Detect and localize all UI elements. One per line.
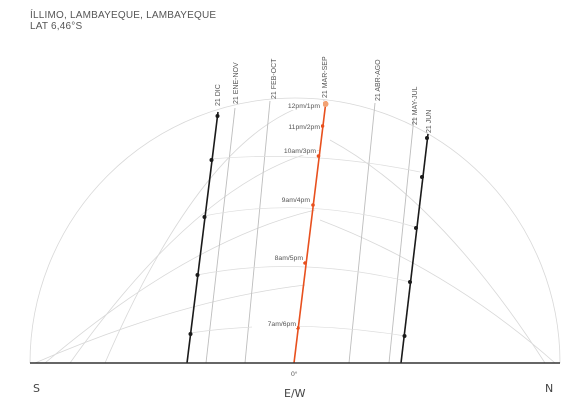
- date-label: 21 ENE-NOV: [233, 62, 240, 104]
- hour-label: 11pm/2pm: [288, 124, 320, 131]
- grid-arc: [45, 210, 315, 363]
- date-label: 21 JUN: [426, 110, 433, 133]
- hour-point: [196, 273, 200, 277]
- grid-arc: [330, 140, 545, 363]
- hour-point: [189, 332, 193, 336]
- south-label: S: [33, 382, 40, 395]
- hour-curve: [204, 208, 415, 227]
- path-21-dic: [187, 112, 218, 363]
- hour-label: 10am/3pm: [284, 148, 316, 155]
- hour-point: [311, 203, 315, 207]
- grid-arc: [320, 220, 555, 363]
- hour-point: [321, 124, 325, 128]
- date-label: 21 MAR-SEP: [322, 56, 329, 98]
- path-21-mar-sep: [294, 101, 326, 363]
- east-west-label: E/W: [284, 387, 306, 399]
- zero-label: 0°: [291, 370, 298, 378]
- date-line-may-jul: [389, 117, 414, 363]
- hour-point: [317, 154, 321, 158]
- hour-label: 9am/4pm: [282, 197, 311, 204]
- date-label: 21 FEB-OCT: [271, 58, 278, 99]
- hour-point: [414, 226, 418, 230]
- hour-label: 8am/5pm: [275, 255, 304, 262]
- path-21-jun: [401, 134, 428, 363]
- date-label: 21 MAY-JUL: [412, 86, 419, 125]
- date-label: 21 DIC: [215, 84, 222, 106]
- hour-label: 12pm/1pm: [288, 103, 320, 110]
- hour-point: [403, 334, 407, 338]
- north-label: N: [545, 382, 553, 395]
- hour-point: [203, 215, 207, 219]
- date-label: 21 ABR-AGO: [375, 59, 382, 101]
- hour-curves: [190, 156, 420, 336]
- hour-point: [420, 175, 424, 179]
- hour-point: [408, 280, 412, 284]
- hour-label: 7am/6pm: [268, 321, 297, 328]
- hour-point: [210, 158, 214, 162]
- zenith-point: [323, 101, 329, 107]
- hour-point: [216, 114, 220, 118]
- date-line-ene-nov: [206, 108, 235, 363]
- date-line-abr-ago: [349, 103, 375, 363]
- hour-point: [425, 136, 429, 140]
- hour-curve: [210, 156, 420, 172]
